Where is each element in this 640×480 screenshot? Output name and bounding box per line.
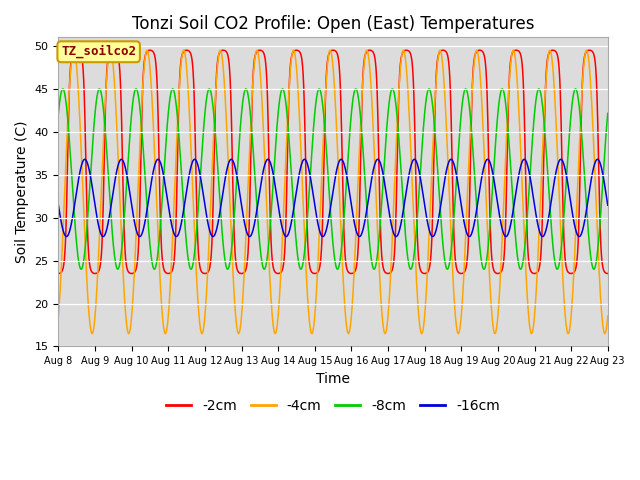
Title: Tonzi Soil CO2 Profile: Open (East) Temperatures: Tonzi Soil CO2 Profile: Open (East) Temp…	[132, 15, 534, 33]
Text: TZ_soilco2: TZ_soilco2	[61, 45, 136, 59]
Y-axis label: Soil Temperature (C): Soil Temperature (C)	[15, 120, 29, 263]
Legend: -2cm, -4cm, -8cm, -16cm: -2cm, -4cm, -8cm, -16cm	[161, 394, 506, 419]
X-axis label: Time: Time	[316, 372, 350, 386]
